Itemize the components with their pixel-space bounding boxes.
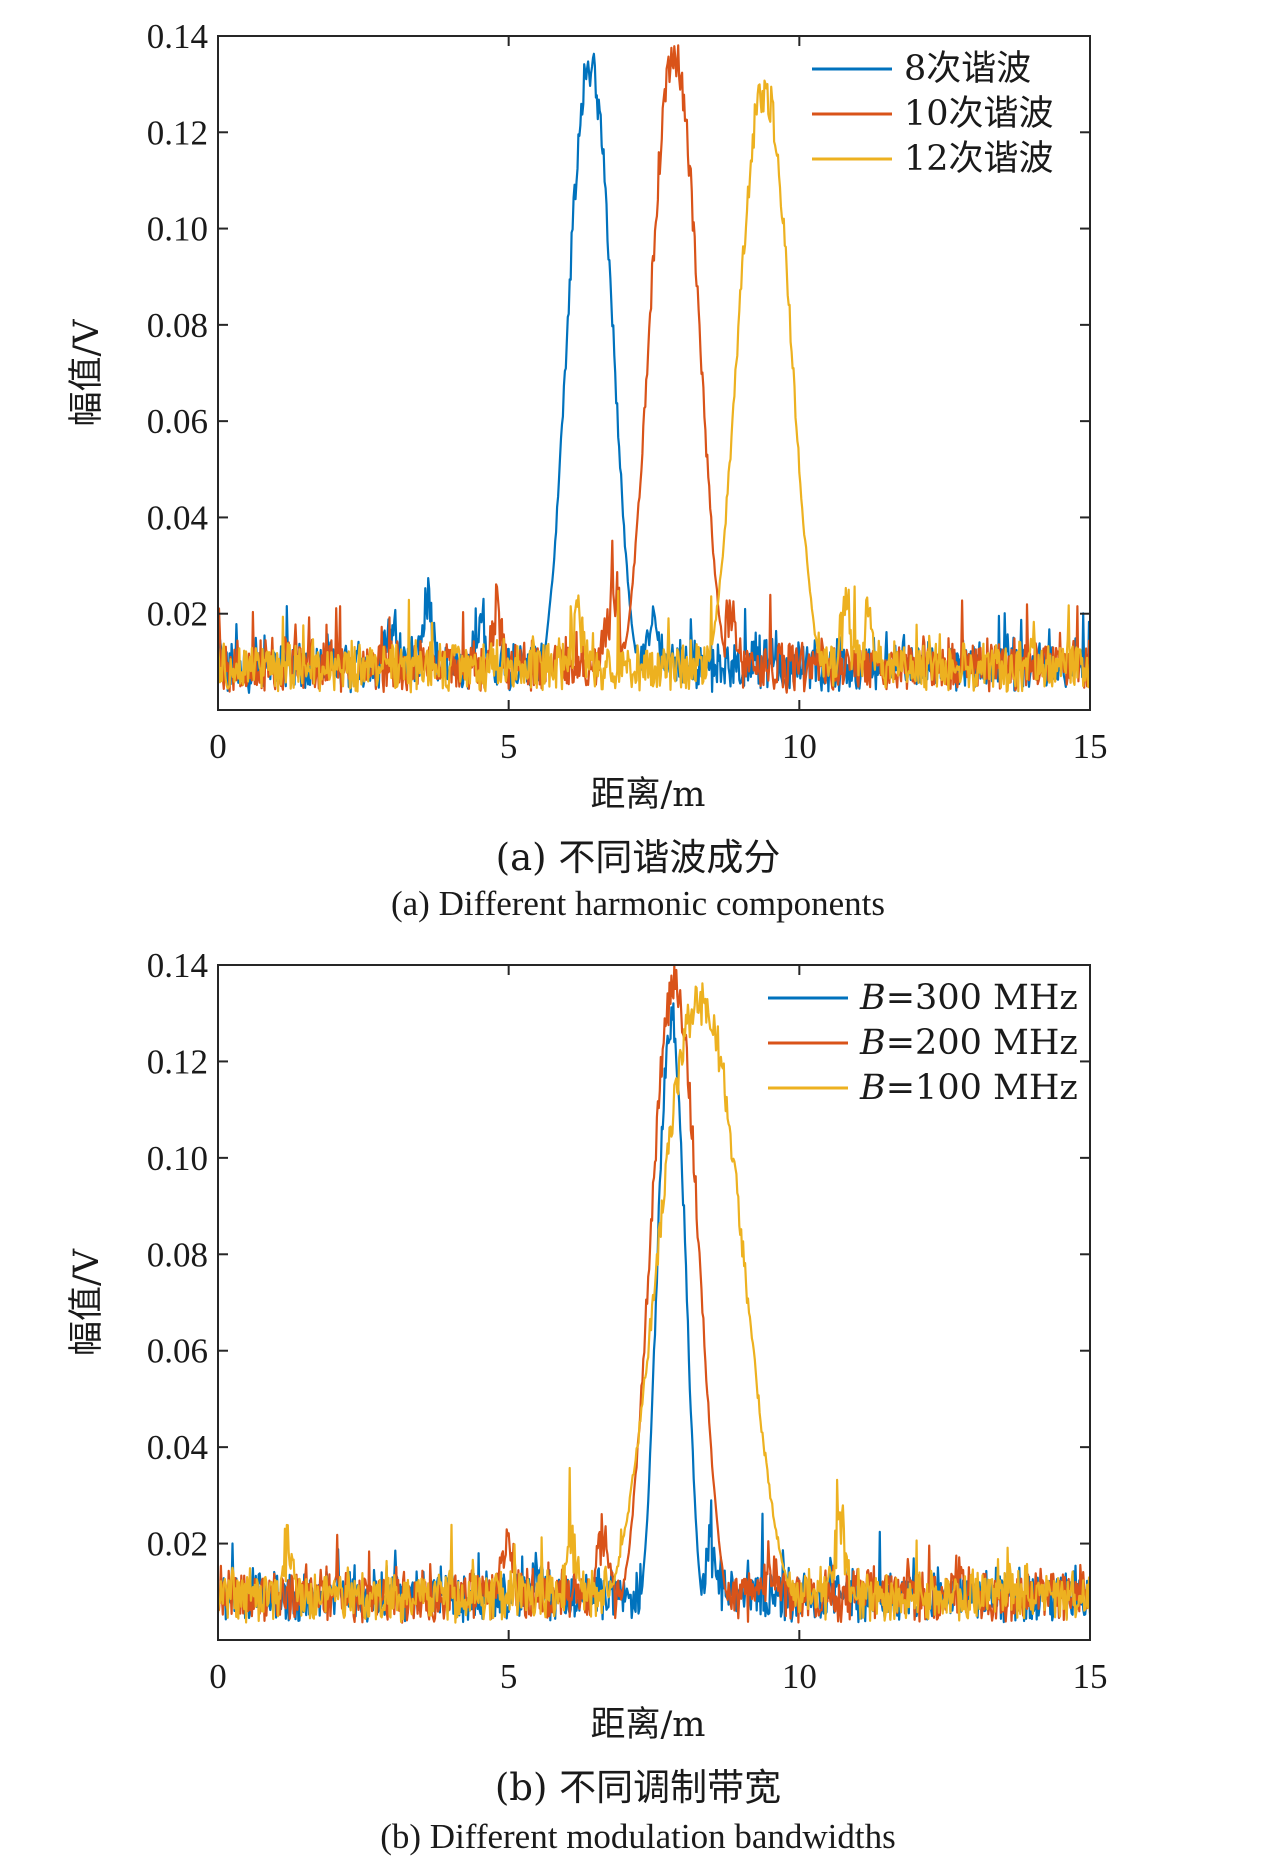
- x-tick-label-a: 0: [209, 727, 227, 766]
- y-tick-label-b: 0.06: [147, 1332, 208, 1371]
- y-tick-label-a: 0.06: [147, 402, 208, 441]
- y-axis-label-a: 幅值/V: [67, 319, 107, 427]
- x-tick-label-a: 10: [782, 727, 817, 766]
- y-tick-label-b: 0.14: [147, 946, 208, 985]
- series-line-a-3: [218, 79, 1090, 694]
- x-tick-label-b: 0: [209, 1657, 227, 1696]
- chart-panel-b: (b) 不同调制带宽 (b) Different modulation band…: [67, 946, 1108, 1856]
- y-tick-label-a: 0.08: [147, 306, 208, 345]
- legend-label-b-2: B=200 MHz: [859, 1023, 1078, 1063]
- x-tick-label-a: 15: [1073, 727, 1108, 766]
- caption-zh-b: (b) 不同调制带宽: [495, 1766, 781, 1809]
- x-tick-label-a: 5: [500, 727, 518, 766]
- caption-en-b: (b) Different modulation bandwidths: [380, 1817, 896, 1856]
- y-tick-label-b: 0.02: [147, 1525, 208, 1564]
- series-line-b-3: [218, 982, 1090, 1624]
- y-tick-label-b: 0.10: [147, 1139, 208, 1178]
- plot-frame-b: [217, 964, 1091, 1641]
- y-tick-label-b: 0.08: [147, 1235, 208, 1274]
- series-line-a-2: [218, 44, 1090, 694]
- chart-panel-a: (a) 不同谐波成分 (a) Different harmonic compon…: [67, 17, 1108, 923]
- x-tick-label-b: 10: [782, 1657, 817, 1696]
- plot-frame-a: [217, 35, 1091, 711]
- y-tick-label-a: 0.14: [147, 17, 208, 56]
- legend-label-a-3: 12次谐波: [904, 139, 1054, 179]
- x-tick-label-b: 5: [500, 1657, 518, 1696]
- legend-label-a-2: 10次谐波: [904, 94, 1054, 134]
- y-tick-label-a: 0.04: [147, 498, 208, 537]
- x-axis-label-b: 距离/m: [591, 1705, 706, 1745]
- x-tick-label-b: 15: [1073, 1657, 1108, 1696]
- legend-label-a-1: 8次谐波: [904, 49, 1031, 89]
- legend-label-b-1: B=300 MHz: [859, 978, 1078, 1018]
- y-tick-label-a: 0.10: [147, 210, 208, 249]
- y-tick-label-b: 0.12: [147, 1042, 208, 1081]
- y-tick-label-a: 0.02: [147, 595, 208, 634]
- y-tick-label-b: 0.04: [147, 1428, 208, 1467]
- x-axis-label-a: 距离/m: [591, 775, 706, 815]
- y-axis-label-b: 幅值/V: [67, 1248, 107, 1356]
- legend-label-b-3: B=100 MHz: [859, 1068, 1078, 1108]
- y-tick-label-a: 0.12: [147, 113, 208, 152]
- caption-zh-a: (a) 不同谐波成分: [496, 836, 781, 879]
- caption-en-a: (a) Different harmonic components: [391, 884, 885, 923]
